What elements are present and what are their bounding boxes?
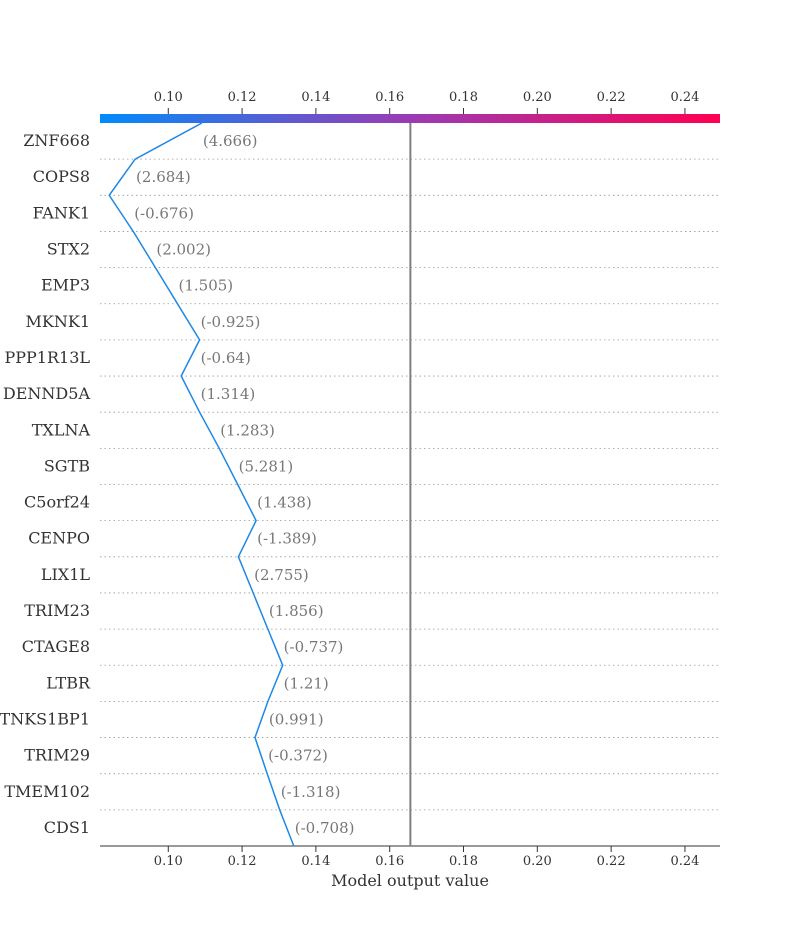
feature-value: (2.002) [156, 241, 211, 259]
bottom-tick-label: 0.20 [523, 854, 552, 869]
decision-path [108, 122, 295, 847]
feature-value: (-0.676) [134, 204, 194, 222]
bottom-tick-label: 0.10 [154, 854, 183, 869]
feature-name: C5orf24 [24, 493, 90, 512]
feature-name: TNKS1BP1 [0, 709, 90, 728]
feature-name: CDS1 [44, 818, 90, 837]
feature-name: TXLNA [32, 420, 91, 439]
feature-name: CENPO [28, 529, 90, 548]
bottom-tick-label: 0.16 [375, 854, 404, 869]
feature-name: CTAGE8 [22, 637, 90, 656]
feature-value: (4.666) [203, 132, 258, 150]
feature-value: (1.314) [201, 385, 256, 403]
top-tick-label: 0.18 [449, 90, 478, 105]
top-tick-label: 0.24 [670, 90, 699, 105]
feature-value: (1.856) [269, 602, 324, 620]
top-tick-label: 0.20 [523, 90, 552, 105]
bottom-tick-label: 0.12 [228, 854, 257, 869]
feature-value: (-1.389) [257, 530, 317, 548]
feature-value: (1.283) [220, 421, 275, 439]
feature-name: TMEM102 [4, 782, 90, 801]
feature-value: (1.505) [179, 277, 234, 295]
decision-line [108, 122, 295, 847]
feature-value: (-0.708) [295, 819, 355, 837]
feature-value: (-0.64) [201, 349, 251, 367]
feature-name: FANK1 [33, 203, 90, 222]
top-tick-label: 0.14 [301, 90, 330, 105]
feature-value: (5.281) [239, 457, 294, 475]
feature-value: (1.21) [284, 674, 329, 692]
feature-value-labels: (4.666) (2.684) (-0.676) (2.002) (1.505) (-0.… [134, 132, 354, 837]
feature-value: (0.991) [269, 710, 324, 728]
feature-value: (-1.318) [281, 783, 341, 801]
feature-value: (-0.737) [284, 638, 344, 656]
feature-name: TRIM23 [24, 601, 90, 620]
bottom-tick-label: 0.22 [597, 854, 626, 869]
feature-name: LTBR [46, 673, 91, 692]
feature-name: LIX1L [41, 565, 91, 584]
x-axis-title: Model output value [331, 871, 489, 890]
feature-value: (-0.925) [201, 313, 261, 331]
feature-name: EMP3 [41, 276, 90, 295]
bottom-tick-label: 0.18 [449, 854, 478, 869]
top-axis: 0.10 0.12 0.14 0.16 0.18 0.20 0.22 0.24 [154, 90, 699, 114]
feature-name: PPP1R13L [4, 348, 90, 367]
bottom-tick-label: 0.24 [670, 854, 699, 869]
feature-value: (1.438) [257, 494, 312, 512]
top-tick-label: 0.12 [228, 90, 257, 105]
top-tick-label: 0.10 [154, 90, 183, 105]
feature-value: (2.755) [254, 566, 309, 584]
top-tick-label: 0.22 [597, 90, 626, 105]
top-tick-label: 0.16 [375, 90, 404, 105]
feature-value: (2.684) [136, 168, 191, 186]
bottom-axis: 0.10 0.12 0.14 0.16 0.18 0.20 0.22 0.24 [100, 845, 720, 869]
feature-name: ZNF668 [23, 131, 90, 150]
feature-name: SGTB [44, 456, 90, 475]
feature-name: DENND5A [3, 384, 91, 403]
colorbar [100, 114, 720, 123]
feature-name: STX2 [47, 240, 90, 259]
feature-name: COPS8 [33, 167, 90, 186]
colorbar-bar [100, 114, 720, 123]
feature-labels: ZNF668 COPS8 FANK1 STX2 EMP3 MKNK1 PPP1R13L DEN… [0, 131, 91, 837]
feature-value: (-0.372) [268, 747, 328, 765]
feature-name: TRIM29 [24, 746, 90, 765]
bottom-tick-label: 0.14 [301, 854, 330, 869]
feature-name: MKNK1 [26, 312, 90, 331]
